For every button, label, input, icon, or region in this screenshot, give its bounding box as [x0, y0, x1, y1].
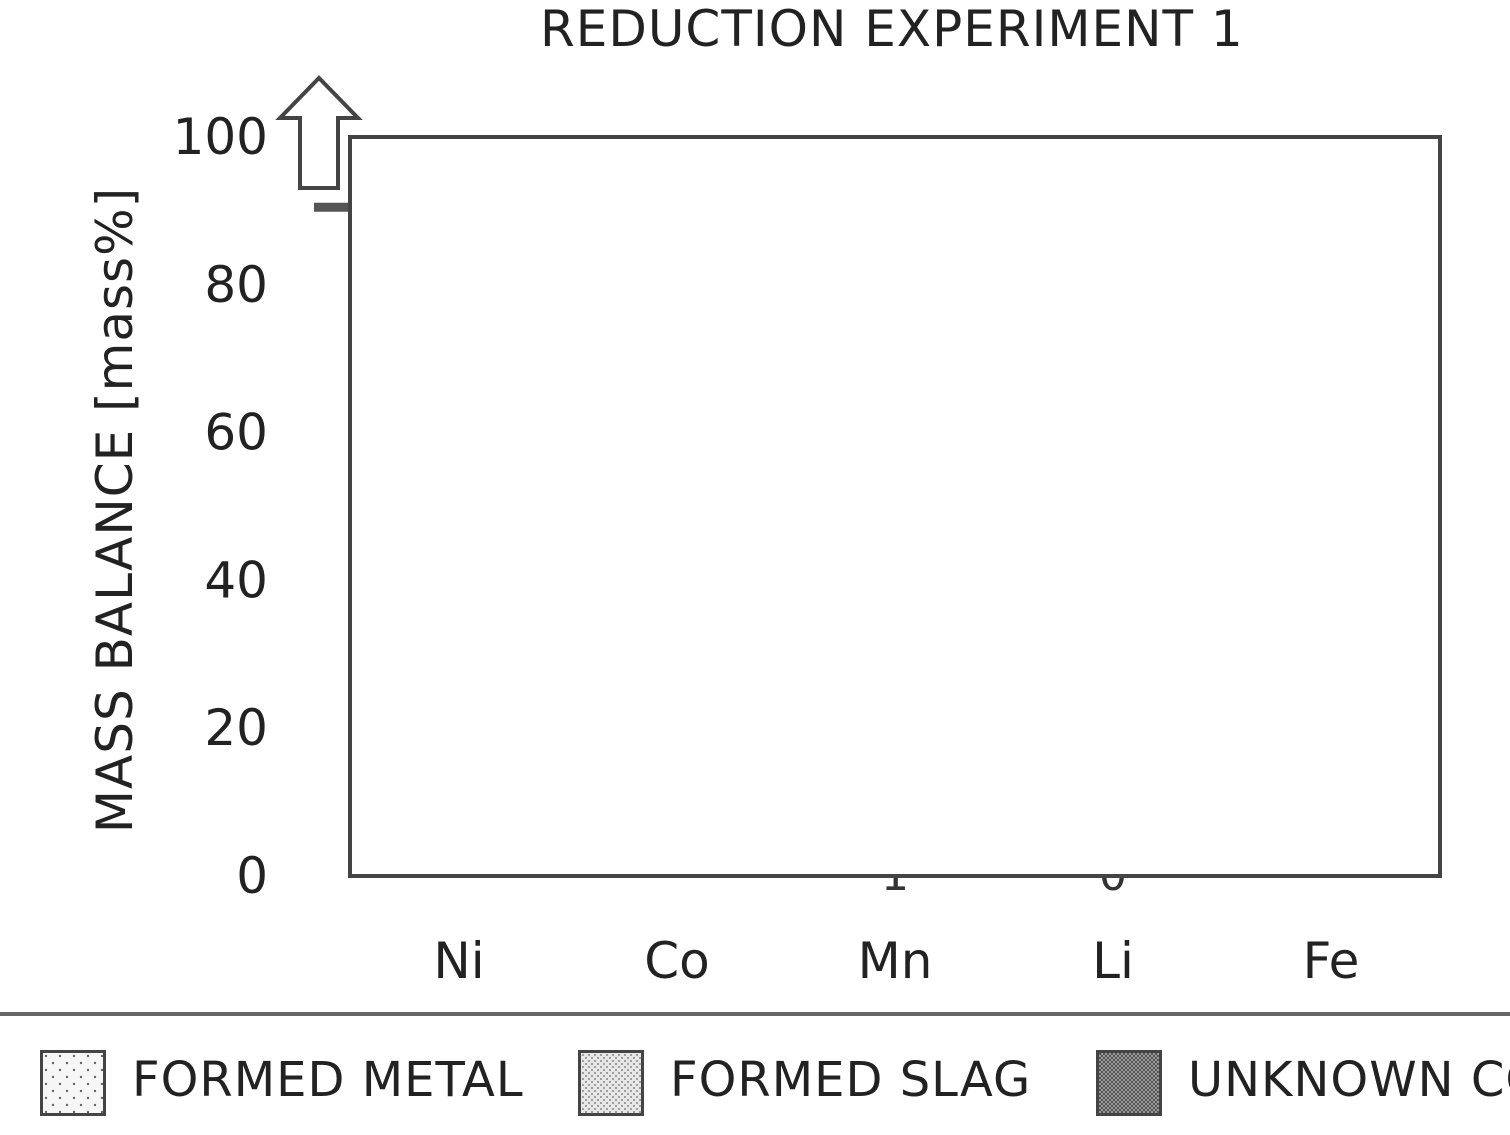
plot-area — [348, 135, 1442, 878]
legend-label-formed-metal: FORMED METAL — [132, 1052, 524, 1108]
legend-swatch-formed-metal — [40, 1050, 106, 1116]
legend-swatch-formed-slag — [578, 1050, 644, 1116]
x-tick-label-ni: Ni — [433, 932, 484, 990]
y-tick-label: 100 — [173, 108, 268, 166]
axes: 0 20 40 60 80 100 Ni Co Mn Li Fe — [173, 108, 1442, 990]
y-tick-label: 80 — [204, 256, 268, 314]
x-tick-label-co: Co — [644, 932, 710, 990]
y-tick-label: 20 — [204, 699, 268, 757]
chart-title: REDUCTION EXPERIMENT 1 — [540, 0, 1244, 58]
legend-swatch-unknown — [1096, 1050, 1162, 1116]
legend-label-formed-slag: FORMED SLAG — [670, 1052, 1032, 1108]
legend-label-unknown: UNKNOWN CO — [1188, 1052, 1510, 1108]
y-tick-label: 60 — [204, 404, 268, 462]
y-tick-label: 40 — [204, 551, 268, 609]
x-tick-label-mn: Mn — [858, 932, 933, 990]
y-tick-label: 0 — [236, 847, 268, 905]
x-tick-label-fe: Fe — [1303, 932, 1360, 990]
x-tick-label-li: Li — [1092, 932, 1134, 990]
legend: FORMED METAL FORMED SLAG UNKNOWN CO — [0, 1012, 1510, 1135]
up-arrow-icon — [275, 75, 363, 190]
